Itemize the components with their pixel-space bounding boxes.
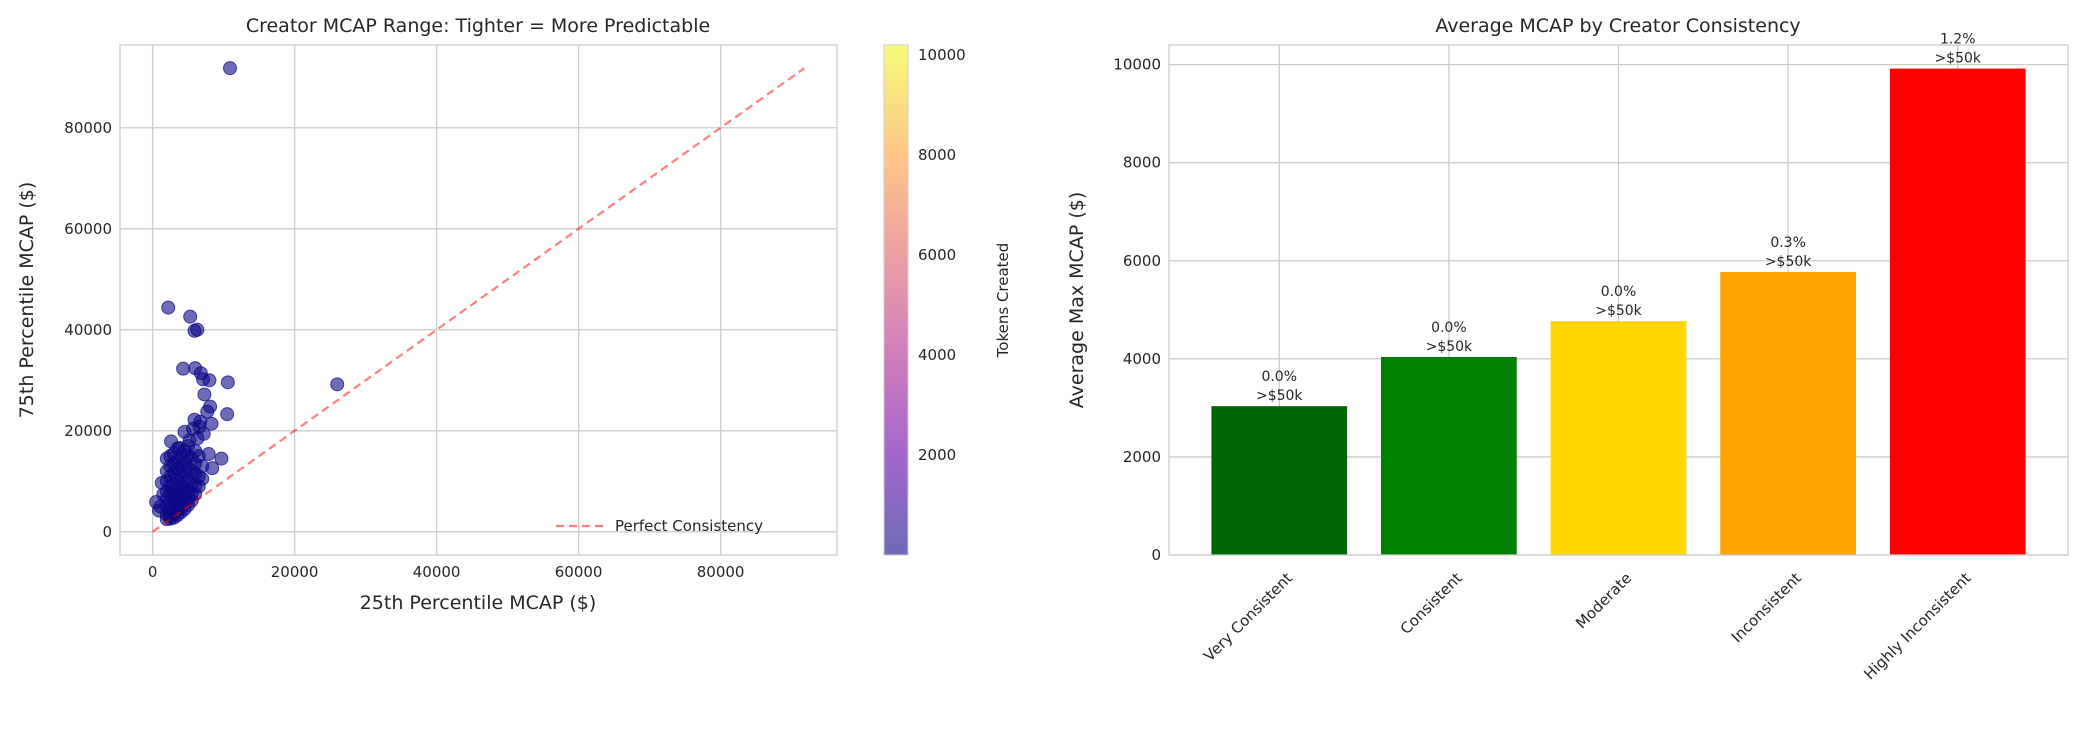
bar-chart: 0 2000 4000 6000 8000 10000 Very Consistent Co…	[1066, 15, 2069, 683]
scatter-point	[195, 459, 210, 474]
scatter-point	[195, 471, 210, 486]
bar-label-pct: 0.3%	[1770, 235, 1806, 251]
y-tick-label: 40000	[64, 321, 112, 339]
y-tick-label: 4000	[1123, 350, 1161, 368]
scatter-point	[197, 387, 212, 402]
scatter-points	[149, 61, 345, 527]
bar-title: Average MCAP by Creator Consistency	[1435, 15, 1800, 37]
x-tick-label: Moderate	[1572, 569, 1635, 632]
bar-axes-frame	[1168, 44, 2069, 556]
x-tick-label: 20000	[271, 563, 319, 581]
bar	[1381, 356, 1517, 555]
y-tick-label: 80000	[64, 119, 112, 137]
bar	[1211, 406, 1348, 555]
scatter-point	[220, 407, 235, 422]
x-tick-label: Consistent	[1397, 569, 1466, 638]
scatter-point	[330, 377, 345, 392]
bar-label-pct: 0.0%	[1261, 369, 1297, 385]
bar-y-label: Average Max MCAP ($)	[1066, 192, 1088, 408]
bar-label-pct: 1.2%	[1940, 32, 1976, 48]
colorbar-tick-label: 2000	[918, 446, 956, 464]
scatter-point	[161, 300, 176, 315]
scatter-axes-frame	[119, 44, 838, 556]
colorbar-label: Tokens Created	[994, 243, 1012, 359]
bar-x-ticks: Very Consistent Consistent Moderate Inconsi…	[1200, 569, 1974, 683]
scatter-point	[220, 375, 235, 390]
scatter-point	[190, 322, 205, 337]
y-tick-label: 6000	[1123, 252, 1161, 270]
bar	[1720, 271, 1856, 555]
colorbar-tick-label: 4000	[918, 346, 956, 364]
scatter-point	[202, 373, 217, 388]
scatter-title: Creator MCAP Range: Tighter = More Predi…	[246, 15, 710, 37]
bar-label-threshold: >$50k	[1426, 339, 1473, 355]
bar-label-threshold: >$50k	[1934, 51, 1981, 67]
perfect-consistency-line	[151, 67, 806, 533]
x-tick-label: Inconsistent	[1728, 569, 1805, 646]
scatter-chart: 0 20000 40000 60000 80000 0 20000 40000 60000 80…	[16, 15, 838, 614]
bar	[1550, 321, 1687, 555]
scatter-gridlines	[120, 45, 837, 555]
y-tick-label: 0	[102, 523, 112, 541]
scatter-point	[200, 404, 215, 419]
bar-label-threshold: >$50k	[1765, 254, 1812, 270]
y-tick-label: 0	[1151, 546, 1161, 564]
y-tick-label: 60000	[64, 220, 112, 238]
x-tick-label: 40000	[413, 563, 461, 581]
bar-label-pct: 0.0%	[1601, 284, 1637, 300]
y-tick-label: 2000	[1123, 448, 1161, 466]
y-tick-label: 8000	[1123, 154, 1161, 172]
colorbar-ticks: 2000 4000 6000 8000 10000	[918, 46, 966, 464]
colorbar-gradient	[883, 44, 909, 556]
scatter-point	[176, 361, 191, 376]
bar-y-ticks: 0 2000 4000 6000 8000 10000	[1113, 56, 1161, 564]
colorbar-tick-label: 6000	[918, 246, 956, 264]
x-tick-label: Highly Inconsistent	[1860, 569, 1974, 683]
y-tick-label: 10000	[1113, 56, 1161, 74]
scatter-y-ticks: 0 20000 40000 60000 80000	[64, 119, 112, 541]
scatter-y-label: 75th Percentile MCAP ($)	[16, 182, 38, 419]
x-tick-label: 60000	[555, 563, 603, 581]
colorbar: 2000 4000 6000 8000 10000 Tokens Created	[883, 44, 1012, 556]
y-tick-label: 20000	[64, 422, 112, 440]
scatter-point	[214, 451, 229, 466]
scatter-point	[183, 309, 198, 324]
bar-label-threshold: >$50k	[1256, 388, 1303, 404]
colorbar-tick-label: 8000	[918, 146, 956, 164]
legend-label: Perfect Consistency	[615, 517, 763, 535]
bar-data-labels: 0.0% >$50k 0.0% >$50k 0.0% >$50k 0.3% >$50k 1.2%…	[1256, 32, 1982, 405]
x-tick-label: 0	[148, 563, 158, 581]
scatter-x-ticks: 0 20000 40000 60000 80000	[148, 563, 745, 581]
bar-label-pct: 0.0%	[1431, 320, 1467, 336]
x-tick-label: Very Consistent	[1200, 569, 1296, 665]
scatter-legend[interactable]: Perfect Consistency	[556, 517, 763, 535]
bars	[1211, 68, 2026, 556]
bar-label-threshold: >$50k	[1595, 303, 1642, 319]
scatter-point	[222, 61, 237, 76]
bar	[1889, 68, 2026, 556]
scatter-x-label: 25th Percentile MCAP ($)	[360, 592, 597, 614]
colorbar-tick-label: 10000	[918, 46, 966, 64]
x-tick-label: 80000	[697, 563, 745, 581]
